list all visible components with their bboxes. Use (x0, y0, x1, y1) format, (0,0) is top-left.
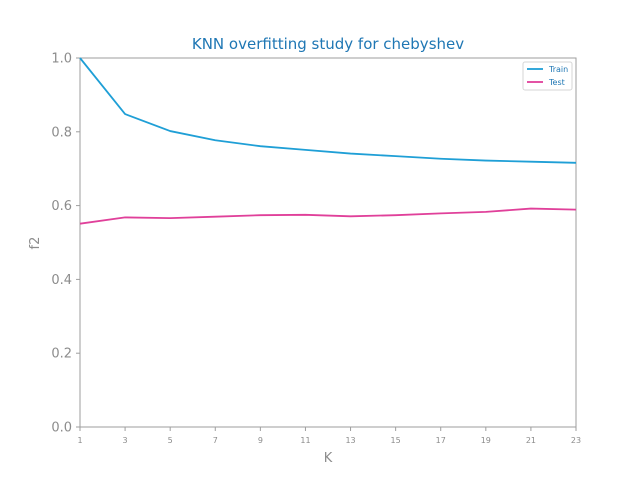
y-tick-label: 1.0 (51, 52, 72, 67)
x-tick-label: 3 (123, 436, 128, 445)
chart-title: KNN overfitting study for chebyshev (192, 35, 464, 53)
plot-area: 0.00.20.40.60.81.01 3 5 7 9 11 13 15 17 19 21 23 (51, 52, 581, 446)
legend-label-train: Train (548, 65, 568, 74)
x-tick-label: 19 (481, 436, 491, 445)
y-tick-label: 0.8 (51, 125, 72, 140)
y-tick-label: 0.0 (51, 421, 72, 436)
legend-label-test: Test (548, 78, 565, 87)
series-line-train (79, 57, 577, 164)
x-tick-label: 11 (300, 436, 310, 445)
x-tick-label: 1 (77, 436, 82, 445)
y-tick-label: 0.6 (51, 199, 72, 214)
x-tick-label: 7 (213, 436, 218, 445)
legend: Train Test (522, 61, 573, 91)
x-axis-label: K (324, 451, 333, 466)
x-tick-label: 9 (258, 436, 263, 445)
y-tick-label: 0.2 (51, 347, 72, 362)
x-tick-label: 5 (168, 436, 173, 445)
series-line-test (79, 207, 577, 225)
x-tick-label: 21 (526, 436, 536, 445)
y-axis-label: f2 (28, 237, 43, 250)
x-tick-label: 23 (571, 436, 581, 445)
x-tick-label: 15 (391, 436, 401, 445)
x-tick-label: 17 (436, 436, 446, 445)
x-tick-label: 13 (345, 436, 355, 445)
y-tick-label: 0.4 (51, 273, 72, 288)
axes-frame (79, 57, 577, 428)
